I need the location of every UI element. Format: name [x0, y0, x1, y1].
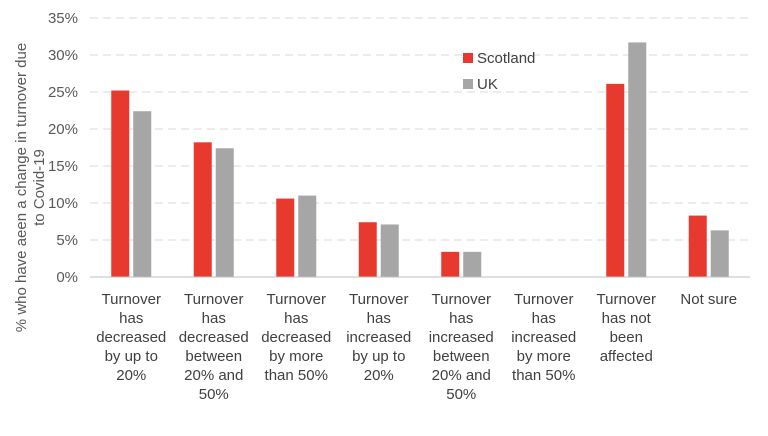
x-category-label: Turnover has increased by more than 50% [511, 291, 576, 384]
x-category-label-line: 50% [199, 386, 229, 403]
x-category-label-line: Turnover [597, 291, 656, 308]
x-category-label-line: Turnover [102, 291, 161, 308]
x-category-label-line: has [532, 310, 556, 327]
x-category-label-line: has [284, 310, 308, 327]
x-axis-category-labels: Turnover has decreased by up to 20% Turnover h… [96, 291, 737, 403]
x-category-label-line: by more [269, 348, 323, 365]
x-category-label-line: been [610, 329, 643, 346]
x-category-label-line: 20% and [432, 367, 491, 384]
x-category-label-line: decreased [179, 329, 249, 346]
x-category-label-line: decreased [261, 329, 331, 346]
y-tick-label: 5% [56, 232, 78, 249]
x-category-label-line: between [185, 348, 242, 365]
x-category-label: Not sure [680, 291, 737, 308]
y-axis-title: % who have aeen a change in turnover due… [13, 43, 48, 332]
bar-uk-2 [298, 195, 317, 277]
x-category-label-line: 20% and [184, 367, 243, 384]
x-category-label-line: by more [517, 348, 571, 365]
bar-scotland-2 [276, 198, 295, 277]
x-category-label-line: has [119, 310, 143, 327]
y-tick-label: 15% [48, 158, 78, 175]
y-tick-label: 0% [56, 269, 78, 286]
x-category-label-line: by up to [105, 348, 158, 365]
legend-label-uk: UK [477, 76, 498, 93]
y-tick-label: 35% [48, 10, 78, 27]
bar-uk-4 [463, 251, 482, 277]
x-category-label-line: Turnover [432, 291, 491, 308]
x-category-label-line: between [433, 348, 490, 365]
y-axis-title-line: % who have aeen a change in turnover due [13, 43, 30, 332]
x-category-label-line: 20% [116, 367, 146, 384]
legend-label-scotland: Scotland [477, 50, 535, 67]
legend: Scotland UK [463, 50, 535, 93]
y-tick-label: 20% [48, 121, 78, 138]
x-category-label: Turnover has not been affected [597, 291, 656, 365]
x-category-label-line: Turnover [514, 291, 573, 308]
legend-swatch-scotland [463, 53, 473, 63]
x-category-label: Turnover has increased between 20% and 50% [429, 291, 494, 403]
bar-scotland-0 [111, 90, 130, 278]
x-category-label-line: 20% [364, 367, 394, 384]
x-category-label-line: by up to [352, 348, 405, 365]
x-category-label-line: than 50% [512, 367, 575, 384]
bar-scotland-7 [688, 215, 707, 277]
bar-scotland-6 [606, 83, 625, 277]
x-category-label-line: increased [346, 329, 411, 346]
y-tick-label: 10% [48, 195, 78, 212]
y-axis-title-line: to Covid-19 [31, 149, 48, 226]
bar-uk-7 [710, 230, 729, 277]
y-tick-label: 25% [48, 84, 78, 101]
x-category-label-line: Turnover [267, 291, 326, 308]
x-category-label-line: than 50% [265, 367, 328, 384]
y-axis-title-text: % who have aeen a change in turnover due… [13, 43, 48, 332]
x-category-label-line: has [449, 310, 473, 327]
bar-uk-1 [215, 148, 234, 277]
x-category-label-line: has not [602, 310, 652, 327]
x-category-label: Turnover has decreased by more than 50% [261, 291, 331, 384]
bar-scotland-4 [441, 251, 460, 277]
y-axis-ticks: 0% 5% 10% 15% 20% 25% 30% 35% [48, 10, 78, 286]
bar-uk-6 [628, 42, 647, 277]
bars [111, 42, 729, 278]
x-category-label-line: increased [511, 329, 576, 346]
bar-scotland-3 [358, 222, 377, 277]
y-tick-label: 30% [48, 47, 78, 64]
x-category-label: Turnover has decreased between 20% and 50% [179, 291, 249, 403]
bar-uk-0 [133, 111, 152, 278]
gridlines [90, 17, 750, 241]
bar-uk-3 [380, 224, 399, 277]
x-category-label: Turnover has decreased by up to 20% [96, 291, 166, 384]
x-category-label: Turnover has increased by up to 20% [346, 291, 411, 384]
x-category-label-line: has [202, 310, 226, 327]
x-category-label-line: increased [429, 329, 494, 346]
bar-scotland-1 [193, 142, 212, 277]
x-category-label-line: 50% [446, 386, 476, 403]
x-category-label-line: affected [600, 348, 653, 365]
x-category-label-line: decreased [96, 329, 166, 346]
x-category-label-line: Not sure [680, 291, 737, 308]
x-category-label-line: Turnover [349, 291, 408, 308]
x-category-label-line: has [367, 310, 391, 327]
x-category-label-line: Turnover [184, 291, 243, 308]
legend-swatch-uk [463, 79, 473, 89]
